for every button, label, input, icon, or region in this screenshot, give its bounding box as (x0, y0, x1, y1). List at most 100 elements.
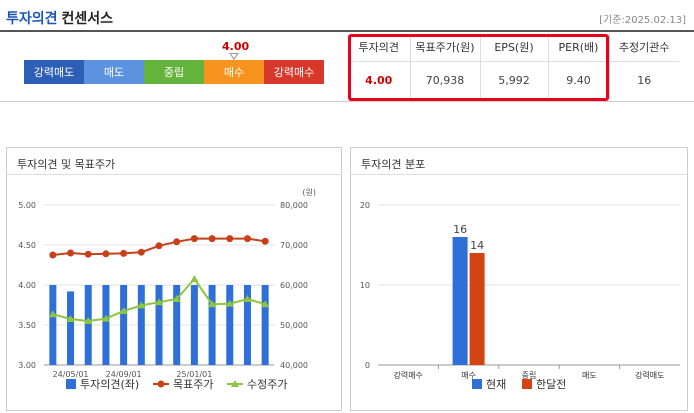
target-price-point (84, 250, 92, 258)
opinion-target-panel: 투자의견 및 목표주가 (6, 147, 342, 411)
category-label: 강력매도 (635, 370, 664, 380)
opinion-distribution-panel-title: 투자의견 분포 (351, 148, 687, 175)
adjusted-price-point (190, 275, 199, 282)
x-tick-label: 24/05/01 (53, 370, 89, 379)
x-tick-label: 24/09/01 (106, 370, 142, 379)
scale-hold: 중립 (144, 60, 204, 84)
col-eps: EPS(원) (480, 33, 549, 62)
adjusted-price-point (172, 295, 181, 302)
val-target-price: 70,938 (410, 61, 481, 99)
consensus-value-row: 4.00 70,938 5,992 9.40 16 (348, 61, 679, 99)
section-divider (0, 101, 694, 102)
adjusted-price-point (84, 317, 93, 324)
right-tick-label: 50,000 (280, 321, 308, 330)
adjusted-price-point (243, 295, 252, 302)
month-ago-bar-label: 14 (470, 239, 484, 252)
opinion-marker-icon (229, 53, 239, 60)
adjusted-price-point (48, 310, 57, 318)
target-price-point (243, 235, 251, 243)
adjusted-price-point (261, 300, 270, 308)
y-tick-label: 10 (360, 281, 370, 290)
val-per: 9.40 (548, 61, 610, 99)
opinion-bar (49, 285, 57, 365)
legend-current-swatch (472, 379, 482, 389)
adjusted-price-point (137, 301, 146, 309)
y-tick-label: 20 (360, 201, 370, 210)
col-opinion: 투자의견 (348, 33, 411, 62)
left-tick-label: 4.50 (18, 241, 36, 250)
opinion-bar (173, 285, 181, 365)
target-price-point (67, 249, 75, 257)
scale-strong-sell: 강력매도 (24, 60, 84, 84)
col-per: PER(배) (548, 33, 610, 62)
col-target-price: 목표주가(원) (410, 33, 481, 62)
adjusted-price-point (208, 300, 217, 308)
legend-current-label: 현재 (486, 378, 506, 391)
right-tick-label: 70,000 (280, 241, 308, 250)
right-axis-unit: (원) (302, 188, 316, 197)
scale-sell: 매도 (84, 60, 144, 84)
target-price-point (261, 237, 269, 245)
opinion-bar (137, 285, 145, 365)
legend-opinion-label: 투자의견(좌) (80, 378, 139, 391)
header-divider (0, 30, 694, 32)
opinion-bar (243, 285, 251, 365)
target-price-point (120, 249, 128, 257)
page-title-main: 투자의견 (6, 11, 58, 27)
page-title-sub: 컨센서스 (61, 11, 114, 27)
legend-price-label: 수정주가 (247, 378, 287, 391)
consensus-table: 투자의견 목표주가(원) EPS(원) PER(배) 추정기관수 4.00 70… (348, 33, 679, 99)
adjusted-price-point (225, 299, 234, 307)
opinion-bar (102, 285, 110, 365)
target-price-point (155, 242, 163, 250)
category-label: 매도 (582, 371, 597, 380)
consensus-header-row: 투자의견 목표주가(원) EPS(원) PER(배) 추정기관수 (348, 33, 679, 62)
reference-date: [기준:2025.02.13] (599, 15, 686, 26)
left-tick-label: 4.00 (18, 281, 36, 290)
opinion-bar (67, 291, 75, 365)
legend-target-label: 목표주가 (173, 378, 213, 391)
adjusted-price-point (155, 298, 163, 306)
legend-target-marker (157, 380, 165, 388)
target-price-point (137, 248, 145, 256)
legend-month-ago-label: 한달전 (536, 378, 566, 391)
right-tick-label: 60,000 (280, 281, 308, 290)
right-tick-label: 80,000 (280, 201, 308, 210)
opinion-bar (84, 285, 92, 365)
opinion-bar (190, 285, 198, 365)
legend-price-marker (231, 380, 239, 387)
val-analyst-count: 16 (637, 73, 652, 87)
adjusted-price-point (66, 315, 75, 322)
right-tick-label: 40,000 (280, 361, 308, 370)
opinion-target-chart: 5.00 4.50 4.00 3.50 3.00 80,000 70,000 60,000 50… (18, 188, 316, 391)
opinion-bar (226, 285, 234, 365)
target-price-point (226, 235, 234, 243)
opinion-scale: 강력매도 매도 중립 매수 강력매수 (24, 60, 324, 84)
target-price-point (173, 238, 181, 246)
legend-month-ago-swatch (522, 379, 532, 389)
category-label: 강력매수 (393, 370, 422, 380)
target-price-point (102, 250, 110, 258)
opinion-bar (261, 285, 269, 365)
opinion-bar (120, 285, 128, 365)
left-tick-label: 5.00 (18, 201, 36, 210)
month-ago-bar (469, 253, 485, 365)
scale-strong-buy: 강력매수 (264, 60, 324, 84)
category-label: 중립 (522, 371, 537, 380)
target-price-point (190, 235, 198, 243)
current-bar-label: 16 (453, 223, 467, 236)
opinion-bar (208, 285, 216, 365)
scale-buy: 매수 (204, 60, 264, 84)
opinion-bar (155, 285, 163, 365)
target-price-point (208, 235, 216, 243)
highlight-box (348, 34, 609, 101)
val-eps: 5,992 (480, 61, 549, 99)
val-opinion: 4.00 (348, 61, 411, 99)
col-analyst-count: 추정기관수 (609, 33, 679, 62)
opinion-target-panel-title: 투자의견 및 목표주가 (7, 148, 341, 175)
current-bar (452, 237, 468, 365)
x-tick-label: 25/01/01 (176, 370, 212, 379)
adjusted-price-point (119, 307, 128, 314)
target-price-point (49, 251, 57, 259)
